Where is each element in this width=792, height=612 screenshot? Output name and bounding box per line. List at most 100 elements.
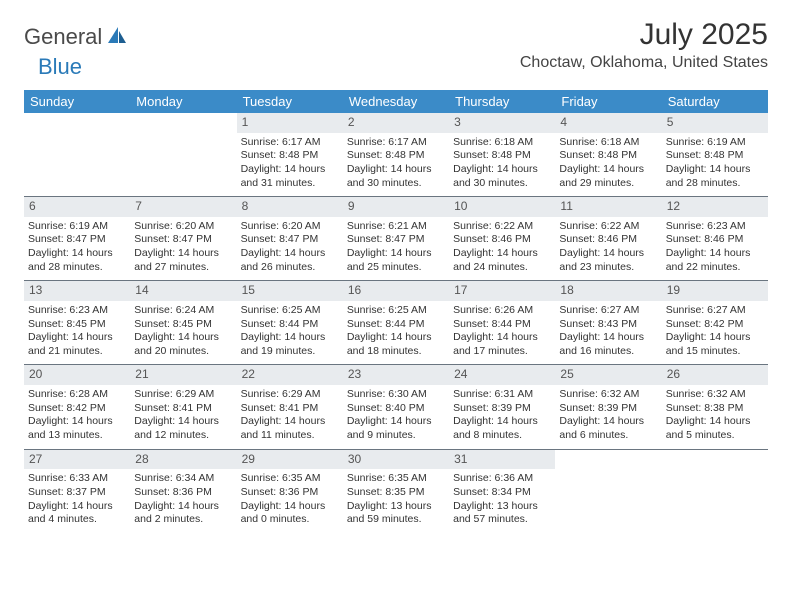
sunset-text: Sunset: 8:45 PM [28,318,126,332]
day-cell: 2Sunrise: 6:17 AMSunset: 8:48 PMDaylight… [343,113,449,196]
sunrise-text: Sunrise: 6:35 AM [347,472,445,486]
day-header-fri: Friday [555,90,661,113]
sunset-text: Sunset: 8:41 PM [241,402,339,416]
sunset-text: Sunset: 8:37 PM [28,486,126,500]
sunrise-text: Sunrise: 6:25 AM [241,304,339,318]
day-header-sat: Saturday [662,90,768,113]
day-header-row: Sunday Monday Tuesday Wednesday Thursday… [24,90,768,113]
sunset-text: Sunset: 8:42 PM [666,318,764,332]
day-number: 18 [555,281,661,301]
empty-cell [24,113,130,196]
empty-cell [130,113,236,196]
day-number: 4 [555,113,661,133]
day-cell: 12Sunrise: 6:23 AMSunset: 8:46 PMDayligh… [662,197,768,280]
sunrise-text: Sunrise: 6:26 AM [453,304,551,318]
daylight-text: Daylight: 14 hours and 2 minutes. [134,500,232,527]
sunset-text: Sunset: 8:43 PM [559,318,657,332]
sunrise-text: Sunrise: 6:19 AM [28,220,126,234]
sunset-text: Sunset: 8:46 PM [666,233,764,247]
daylight-text: Daylight: 14 hours and 11 minutes. [241,415,339,442]
daylight-text: Daylight: 14 hours and 15 minutes. [666,331,764,358]
empty-cell [662,450,768,533]
sunset-text: Sunset: 8:47 PM [134,233,232,247]
daylight-text: Daylight: 14 hours and 17 minutes. [453,331,551,358]
day-number: 23 [343,365,449,385]
day-cell: 31Sunrise: 6:36 AMSunset: 8:34 PMDayligh… [449,450,555,533]
day-cell: 3Sunrise: 6:18 AMSunset: 8:48 PMDaylight… [449,113,555,196]
sunset-text: Sunset: 8:48 PM [347,149,445,163]
week-row: 1Sunrise: 6:17 AMSunset: 8:48 PMDaylight… [24,113,768,196]
day-number: 30 [343,450,449,470]
sunset-text: Sunset: 8:48 PM [241,149,339,163]
week-row: 6Sunrise: 6:19 AMSunset: 8:47 PMDaylight… [24,196,768,280]
day-cell: 1 Sunrise: 6:17 AMSunset: 8:48 PMDaylight… [237,113,343,196]
location-text: Choctaw, Oklahoma, United States [520,54,768,72]
daylight-text: Daylight: 14 hours and 30 minutes. [347,163,445,190]
day-number: 2 [343,113,449,133]
day-number: 24 [449,365,555,385]
sunset-text: Sunset: 8:46 PM [559,233,657,247]
daylight-text: Daylight: 14 hours and 21 minutes. [28,331,126,358]
day-cell: 5Sunrise: 6:19 AMSunset: 8:48 PMDaylight… [662,113,768,196]
day-header-wed: Wednesday [343,90,449,113]
sunset-text: Sunset: 8:44 PM [453,318,551,332]
sunrise-text: Sunrise: 6:28 AM [28,388,126,402]
month-title: July 2025 [520,18,768,52]
day-number: 11 [555,197,661,217]
day-number: 21 [130,365,236,385]
sunset-text: Sunset: 8:44 PM [241,318,339,332]
daylight-text: Daylight: 14 hours and 20 minutes. [134,331,232,358]
daylight-text: Daylight: 14 hours and 9 minutes. [347,415,445,442]
day-cell: 14Sunrise: 6:24 AMSunset: 8:45 PMDayligh… [130,281,236,364]
day-number: 16 [343,281,449,301]
day-cell: 28Sunrise: 6:34 AMSunset: 8:36 PMDayligh… [130,450,236,533]
sunset-text: Sunset: 8:39 PM [559,402,657,416]
daylight-text: Daylight: 14 hours and 4 minutes. [28,500,126,527]
day-number: 19 [662,281,768,301]
day-number: 1 [237,113,343,133]
day-header-mon: Monday [130,90,236,113]
sunset-text: Sunset: 8:36 PM [241,486,339,500]
sunset-text: Sunset: 8:34 PM [453,486,551,500]
day-cell: 25Sunrise: 6:32 AMSunset: 8:39 PMDayligh… [555,365,661,448]
sunrise-text: Sunrise: 6:30 AM [347,388,445,402]
sunset-text: Sunset: 8:48 PM [666,149,764,163]
daylight-text: Daylight: 14 hours and 8 minutes. [453,415,551,442]
sunrise-text: Sunrise: 6:24 AM [134,304,232,318]
sunrise-text: Sunrise: 6:19 AM [666,136,764,150]
daylight-text: Daylight: 14 hours and 22 minutes. [666,247,764,274]
sunrise-text: Sunrise: 6:29 AM [241,388,339,402]
daylight-text: Daylight: 14 hours and 31 minutes. [241,163,339,190]
sunrise-text: Sunrise: 6:22 AM [559,220,657,234]
day-number: 31 [449,450,555,470]
day-cell: 21Sunrise: 6:29 AMSunset: 8:41 PMDayligh… [130,365,236,448]
day-cell: 6Sunrise: 6:19 AMSunset: 8:47 PMDaylight… [24,197,130,280]
sunset-text: Sunset: 8:46 PM [453,233,551,247]
day-number: 28 [130,450,236,470]
day-number: 12 [662,197,768,217]
day-header-thu: Thursday [449,90,555,113]
day-cell: 9Sunrise: 6:21 AMSunset: 8:47 PMDaylight… [343,197,449,280]
day-cell: 13Sunrise: 6:23 AMSunset: 8:45 PMDayligh… [24,281,130,364]
day-cell: 16Sunrise: 6:25 AMSunset: 8:44 PMDayligh… [343,281,449,364]
day-cell: 17Sunrise: 6:26 AMSunset: 8:44 PMDayligh… [449,281,555,364]
sunset-text: Sunset: 8:41 PM [134,402,232,416]
sunrise-text: Sunrise: 6:32 AM [559,388,657,402]
daylight-text: Daylight: 14 hours and 27 minutes. [134,247,232,274]
day-cell: 4Sunrise: 6:18 AMSunset: 8:48 PMDaylight… [555,113,661,196]
daylight-text: Daylight: 14 hours and 13 minutes. [28,415,126,442]
daylight-text: Daylight: 14 hours and 25 minutes. [347,247,445,274]
day-cell: 30Sunrise: 6:35 AMSunset: 8:35 PMDayligh… [343,450,449,533]
sunrise-text: Sunrise: 6:18 AM [453,136,551,150]
calendar-grid: Sunday Monday Tuesday Wednesday Thursday… [24,90,768,533]
sunset-text: Sunset: 8:39 PM [453,402,551,416]
sunrise-text: Sunrise: 6:17 AM [241,136,339,150]
week-row: 13Sunrise: 6:23 AMSunset: 8:45 PMDayligh… [24,280,768,364]
week-row: 20Sunrise: 6:28 AMSunset: 8:42 PMDayligh… [24,364,768,448]
day-number: 20 [24,365,130,385]
sunrise-text: Sunrise: 6:18 AM [559,136,657,150]
sunrise-text: Sunrise: 6:21 AM [347,220,445,234]
sunrise-text: Sunrise: 6:34 AM [134,472,232,486]
daylight-text: Daylight: 14 hours and 30 minutes. [453,163,551,190]
sunrise-text: Sunrise: 6:20 AM [241,220,339,234]
